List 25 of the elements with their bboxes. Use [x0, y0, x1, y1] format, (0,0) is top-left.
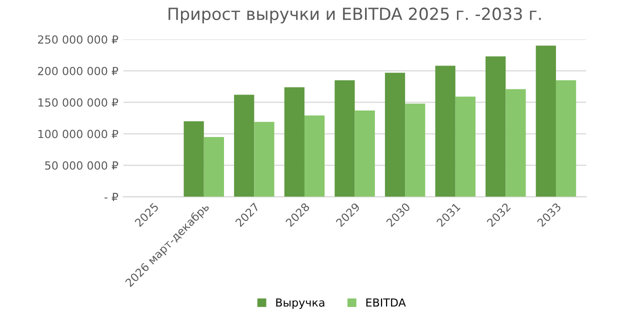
legend-label: Выручка — [276, 298, 324, 309]
bar — [384, 72, 406, 197]
y-tick-label: 150 000 000 ₽ — [38, 98, 118, 107]
chart-title: Прирост выручки и EBITDA 2025 г. -2033 г. — [168, 8, 541, 24]
bar — [506, 89, 526, 197]
bar — [354, 110, 375, 197]
bar — [234, 94, 254, 197]
bar — [204, 136, 224, 197]
bar — [405, 104, 426, 197]
y-tick-label: 200 000 000 ₽ — [38, 66, 118, 76]
y-tick-label: 100 000 000 ₽ — [38, 130, 118, 138]
bar — [486, 56, 506, 197]
bar — [284, 87, 304, 197]
y-tick-label: - ₽ — [104, 192, 118, 202]
bar — [556, 80, 576, 197]
bar — [435, 66, 456, 197]
bar — [304, 116, 325, 197]
bar — [334, 80, 355, 197]
bar — [455, 96, 476, 197]
y-tick-label: 250 000 000 ₽ — [38, 35, 118, 44]
legend-label: EBITDA — [366, 298, 406, 307]
bar — [536, 46, 556, 197]
y-tick-label: 50 000 000 ₽ — [45, 161, 118, 170]
bar — [184, 121, 204, 197]
bar — [254, 122, 274, 197]
